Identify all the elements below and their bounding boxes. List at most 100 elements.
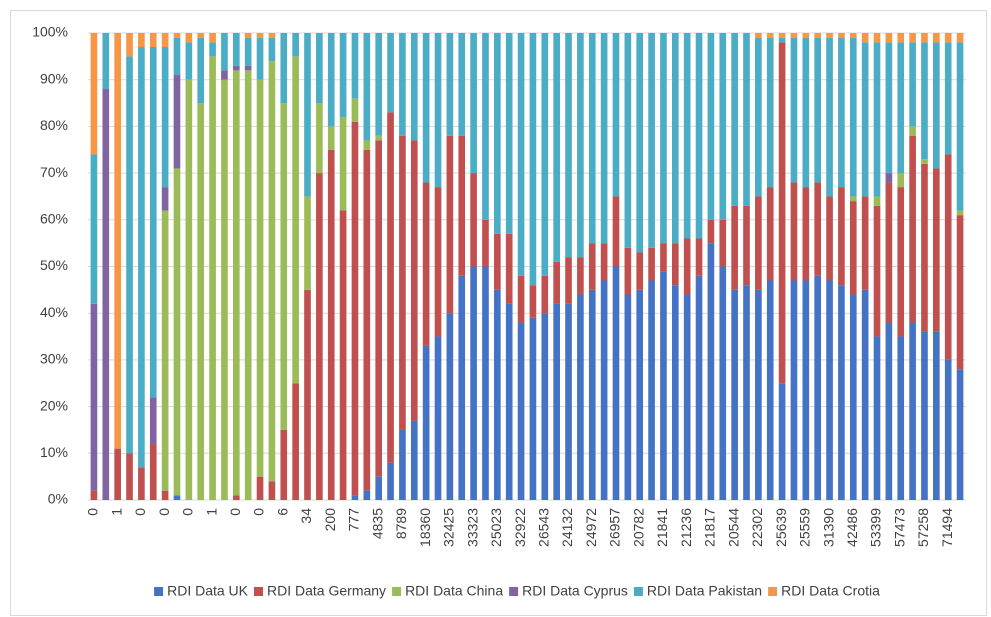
bar-segment bbox=[624, 33, 632, 248]
bar-segment bbox=[755, 37, 762, 197]
y-tick-label: 70% bbox=[40, 164, 68, 180]
bar-segment bbox=[766, 33, 774, 38]
bar-segment bbox=[755, 289, 762, 500]
bar-segment bbox=[327, 126, 335, 150]
bar-segment bbox=[173, 33, 181, 38]
bar-segment bbox=[778, 37, 786, 43]
bar-segment bbox=[399, 135, 406, 430]
bar-segment bbox=[636, 252, 644, 290]
bar-segment bbox=[933, 168, 940, 332]
bar-segment bbox=[933, 331, 940, 500]
bar-segment bbox=[470, 173, 477, 267]
y-tick-label: 30% bbox=[40, 351, 68, 367]
y-tick-label: 40% bbox=[40, 304, 68, 320]
legend-label: RDI Data China bbox=[405, 583, 503, 599]
bar-segment bbox=[944, 154, 952, 360]
bar-segment bbox=[897, 33, 905, 43]
bar-segment bbox=[790, 280, 798, 500]
x-tick-label: 6 bbox=[274, 508, 290, 516]
x-tick-label: 1 bbox=[108, 508, 124, 516]
bar-segment bbox=[173, 495, 181, 500]
bar-segment bbox=[541, 33, 549, 276]
bar-segment bbox=[671, 33, 679, 244]
bar-segment bbox=[909, 322, 916, 500]
x-tick-label: 777 bbox=[346, 508, 362, 532]
bar-segment bbox=[482, 33, 489, 220]
bar-segment bbox=[909, 33, 916, 43]
x-tick-label: 31390 bbox=[820, 508, 836, 547]
bar-segment bbox=[375, 476, 383, 500]
bar-segment bbox=[244, 65, 252, 71]
bar-segment bbox=[695, 275, 703, 500]
bar-segment bbox=[612, 33, 620, 197]
bar-segment bbox=[873, 33, 881, 43]
bar-segment bbox=[138, 467, 145, 500]
bar-segment bbox=[173, 168, 181, 496]
bar-segment bbox=[541, 275, 549, 314]
bar-segment bbox=[553, 303, 560, 500]
bar-segment bbox=[458, 275, 466, 500]
legend-label: RDI Data Cyprus bbox=[522, 583, 628, 599]
bar-segment bbox=[232, 70, 240, 496]
bar-segment bbox=[126, 453, 133, 500]
bar-segment bbox=[944, 42, 952, 155]
bar-segment bbox=[541, 313, 549, 500]
bar-segment bbox=[755, 33, 762, 38]
bar-segment bbox=[494, 233, 501, 290]
bar-segment bbox=[517, 275, 525, 323]
bar-segment bbox=[565, 257, 572, 304]
y-tick-label: 100% bbox=[32, 24, 68, 40]
bar-segment bbox=[766, 37, 774, 188]
bar-segment bbox=[849, 201, 857, 295]
bar-segment bbox=[897, 336, 905, 500]
y-tick-label: 0% bbox=[48, 491, 68, 507]
bar-segment bbox=[814, 182, 822, 276]
bar-segment bbox=[232, 33, 240, 66]
bar-segment bbox=[683, 238, 691, 295]
bar-segment bbox=[149, 443, 157, 500]
bar-segment bbox=[149, 397, 157, 444]
bar-segment bbox=[351, 121, 359, 496]
x-tick-label: 26957 bbox=[607, 508, 623, 547]
bar-segment bbox=[316, 33, 323, 104]
x-tick-label: 21817 bbox=[702, 508, 718, 547]
bar-segment bbox=[719, 266, 727, 500]
bar-segment bbox=[446, 313, 454, 500]
bar-segment bbox=[363, 140, 371, 150]
bar-segment bbox=[743, 285, 750, 500]
bar-segment bbox=[209, 56, 216, 500]
bar-segment bbox=[802, 37, 810, 188]
bar-segment bbox=[161, 33, 169, 48]
bar-segment bbox=[719, 219, 727, 267]
bar-segment bbox=[517, 33, 525, 276]
bar-segment bbox=[933, 42, 940, 169]
bar-segment bbox=[327, 33, 335, 127]
bar-segment bbox=[529, 33, 537, 286]
x-tick-label: 34 bbox=[298, 508, 314, 524]
bar-segment bbox=[173, 75, 181, 169]
bar-segment bbox=[197, 33, 205, 38]
bar-segment bbox=[873, 42, 881, 197]
legend-swatch bbox=[768, 587, 778, 596]
x-tick-label: 25639 bbox=[773, 508, 789, 547]
x-tick-label: 0 bbox=[156, 508, 172, 516]
bar-segment bbox=[280, 103, 288, 430]
bar-segment bbox=[339, 33, 347, 118]
x-tick-label: 21841 bbox=[654, 508, 670, 547]
bar-segment bbox=[707, 243, 715, 500]
bar-segment bbox=[316, 173, 323, 500]
bar-segment bbox=[126, 56, 133, 454]
bar-segment bbox=[577, 33, 584, 258]
bar-segment bbox=[399, 33, 406, 136]
bar-segment bbox=[102, 89, 110, 500]
bar-segment bbox=[292, 383, 299, 500]
x-tick-label: 200 bbox=[322, 508, 338, 532]
bar-segment bbox=[209, 42, 216, 57]
bar-segment bbox=[648, 33, 655, 248]
bar-segment bbox=[873, 336, 881, 500]
bar-segment bbox=[683, 294, 691, 500]
bar-segment bbox=[304, 196, 311, 290]
bar-segment bbox=[138, 33, 145, 48]
bar-segment bbox=[909, 126, 916, 136]
x-tick-label: 71494 bbox=[939, 508, 955, 547]
